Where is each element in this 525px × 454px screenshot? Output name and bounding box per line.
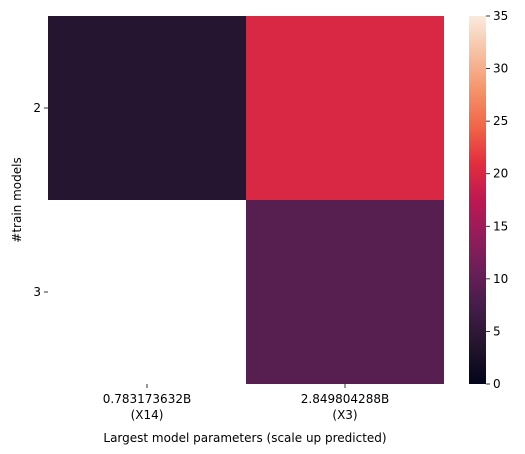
heatmap-cell-1-1 (246, 200, 444, 384)
y-axis-ticks: 23 (33, 101, 48, 299)
colorbar-tick-label: 20 (493, 167, 508, 181)
colorbar (469, 16, 486, 384)
x-axis-ticks: 0.783173632B (X14) 2.849804288B (X3) (103, 384, 389, 422)
colorbar-tick-label: 25 (493, 114, 508, 128)
heatmap-cell-0-0 (48, 16, 246, 200)
y-tick-label: 3 (33, 285, 41, 299)
colorbar-ticks: 0 5 10 15 20 25 30 35 (486, 9, 508, 391)
colorbar-tick-label: 35 (493, 9, 508, 23)
colorbar-tick-label: 15 (493, 219, 508, 233)
heatmap-cells (48, 16, 444, 384)
x-tick-label: 2.849804288B (301, 392, 389, 406)
heatmap-cell-0-1 (246, 16, 444, 200)
colorbar-tick-label: 10 (493, 272, 508, 286)
x-tick-sublabel: (X3) (332, 408, 357, 422)
x-axis-label: Largest model parameters (scale up predi… (103, 431, 386, 445)
colorbar-tick-label: 30 (493, 62, 508, 76)
x-tick-sublabel: (X14) (131, 408, 164, 422)
y-tick-label: 2 (33, 101, 41, 115)
colorbar-tick-label: 0 (493, 377, 501, 391)
x-tick-label: 0.783173632B (103, 392, 191, 406)
y-axis-label: #train models (10, 157, 24, 242)
colorbar-tick-label: 5 (493, 324, 501, 338)
